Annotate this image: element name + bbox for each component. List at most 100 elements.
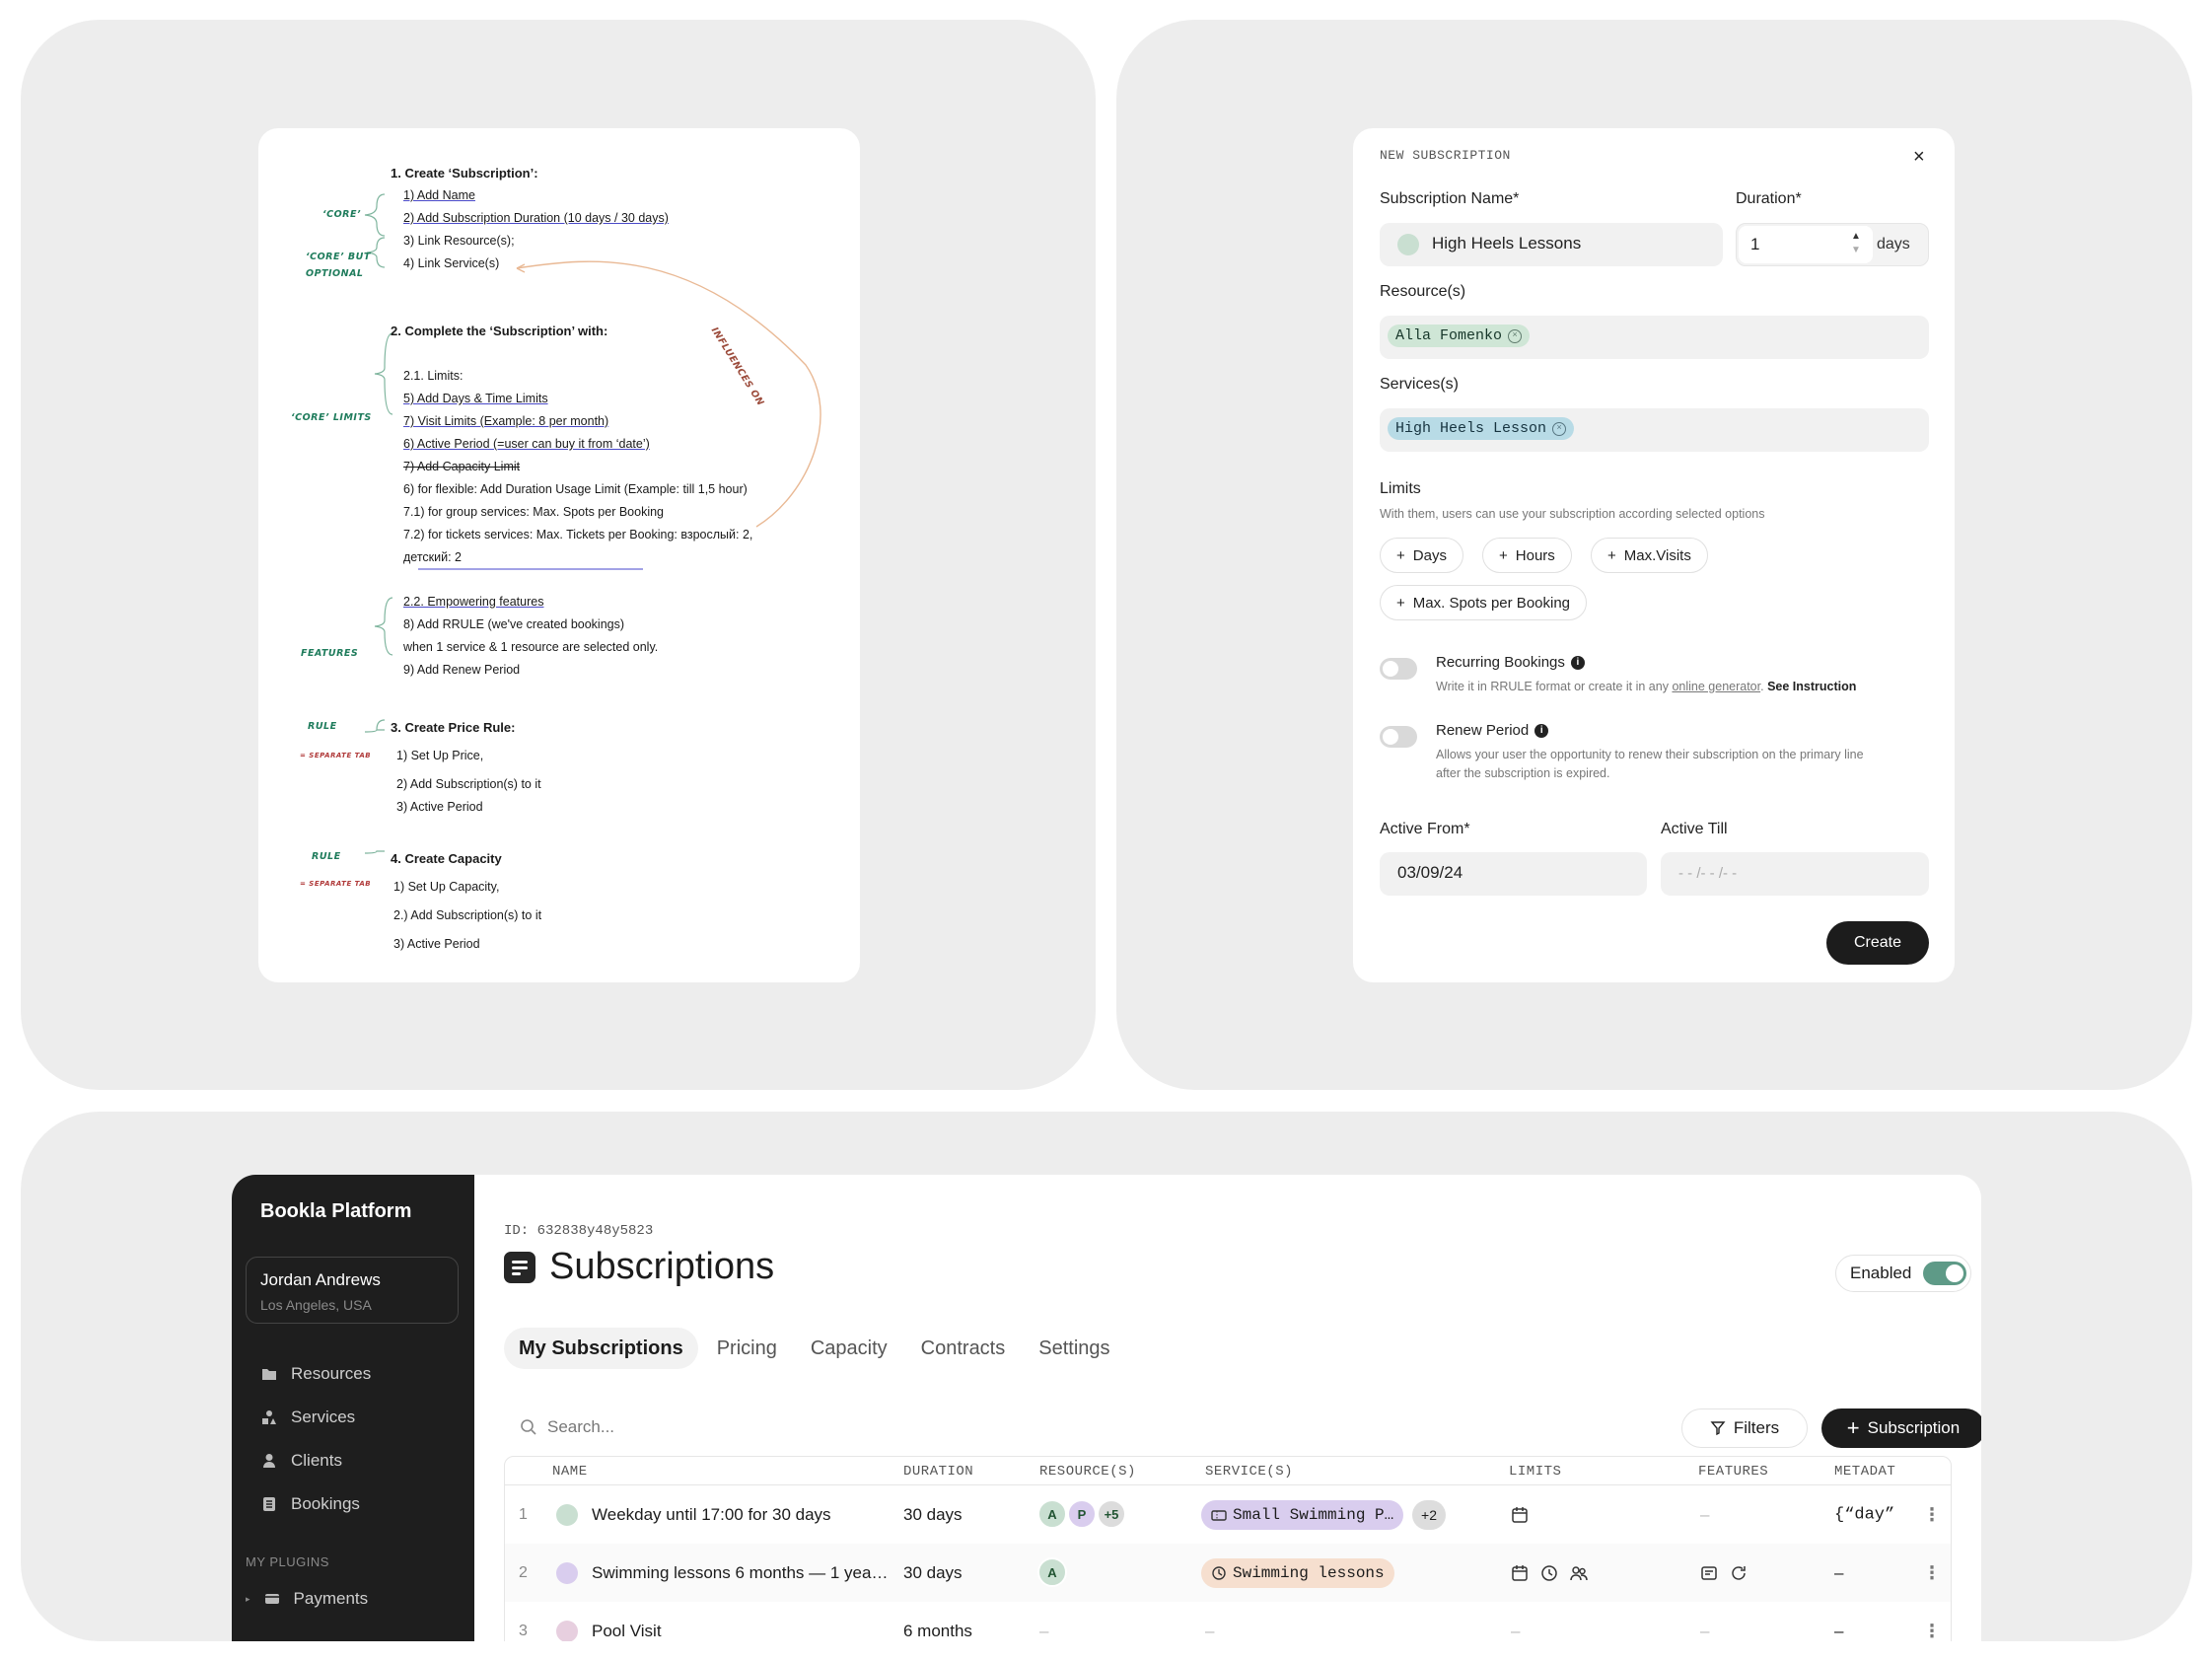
active-till-label: Active Till	[1661, 821, 1728, 837]
add-subscription-button[interactable]: + Subscription	[1821, 1408, 1981, 1448]
avatar[interactable]: A	[1037, 1499, 1067, 1529]
filters-button[interactable]: Filters	[1681, 1408, 1808, 1448]
sidebar-item-bookings[interactable]: Bookings	[261, 1494, 360, 1514]
active-till-input[interactable]: - - /- - /- -	[1661, 852, 1929, 896]
note-core: ‘core’	[322, 209, 362, 220]
service-chip[interactable]: Swimming lessons	[1201, 1557, 1394, 1588]
sidebar-item-payments[interactable]: ▸ Payments	[246, 1589, 369, 1608]
table-row[interactable]: 1 Weekday until 17:00 for 30 days 30 day…	[505, 1485, 1951, 1544]
column-header[interactable]: METADAT	[1834, 1464, 1896, 1480]
services-input[interactable]: High Heels Lesson ×	[1380, 408, 1929, 452]
avatar[interactable]: A	[1037, 1557, 1067, 1587]
column-header[interactable]: SERVICE(S)	[1205, 1464, 1294, 1480]
sidebar-item-clients[interactable]: Clients	[261, 1451, 342, 1471]
more-vertical-icon[interactable]: ⋮	[1923, 1504, 1941, 1524]
subscription-name-input[interactable]: High Heels Lessons	[1380, 223, 1723, 266]
plus-icon: +	[1607, 546, 1616, 564]
duration-label: Duration*	[1736, 190, 1802, 207]
remove-icon[interactable]: ×	[1508, 328, 1523, 343]
subscription-name-label: Subscription Name*	[1380, 190, 1520, 207]
close-icon[interactable]: ×	[1913, 146, 1925, 168]
renew-period-label: Renew Period i	[1436, 722, 1549, 739]
enabled-toggle[interactable]: Enabled	[1835, 1255, 1971, 1292]
remove-icon[interactable]: ×	[1552, 421, 1567, 436]
column-header[interactable]: DURATION	[903, 1464, 974, 1480]
service-chip[interactable]: High Heels Lesson ×	[1388, 417, 1575, 440]
tab-capacity[interactable]: Capacity	[810, 1336, 888, 1359]
features-empty: –	[1700, 1621, 1710, 1640]
resource-chip[interactable]: Alla Fomenko ×	[1388, 325, 1531, 347]
note-separate-tab: = separate tab	[300, 880, 372, 888]
doc-line: 7) Visit Limits (Example: 8 per month)	[403, 414, 609, 428]
subscription-id: ID: 632838y48y5823	[504, 1223, 654, 1239]
info-icon[interactable]: i	[1570, 655, 1585, 670]
add-max-spots-button[interactable]: + Max. Spots per Booking	[1380, 585, 1588, 620]
add-hours-limit-button[interactable]: + Hours	[1482, 538, 1572, 573]
plus-icon: +	[1396, 546, 1405, 564]
duration-stepper[interactable]: 1 ▲ ▼ days	[1736, 223, 1929, 266]
column-header[interactable]: NAME	[552, 1464, 588, 1480]
new-subscription-modal: NEW SUBSCRIPTION × Subscription Name* Hi…	[1353, 128, 1955, 982]
doc-line: 6) Active Period (=user can buy it from …	[403, 437, 650, 451]
services-label: Services(s)	[1380, 376, 1460, 393]
note-core-optional: optional	[306, 268, 364, 279]
see-instruction-link[interactable]: See Instruction	[1767, 680, 1857, 693]
plugins-heading: MY PLUGINS	[246, 1554, 329, 1569]
tab-my-subscriptions[interactable]: My Subscriptions	[504, 1328, 698, 1369]
modal-panel: NEW SUBSCRIPTION × Subscription Name* Hi…	[1116, 20, 2192, 1090]
toggle-switch[interactable]	[1923, 1262, 1967, 1285]
color-dot	[556, 1561, 578, 1584]
tab-settings[interactable]: Settings	[1038, 1336, 1110, 1359]
more-services-badge[interactable]: +2	[1412, 1499, 1446, 1530]
ticket-icon	[1211, 1509, 1227, 1521]
renew-period-toggle[interactable]	[1380, 726, 1417, 748]
avatar[interactable]: P	[1067, 1499, 1097, 1529]
stepper-arrows-icon[interactable]: ▲ ▼	[1851, 231, 1861, 255]
users-icon	[1570, 1565, 1588, 1580]
online-generator-link[interactable]: online generator	[1672, 680, 1761, 693]
active-from-value: 03/09/24	[1397, 863, 1463, 882]
more-vertical-icon[interactable]: ⋮	[1923, 1562, 1941, 1582]
row-duration: 30 days	[903, 1562, 963, 1582]
doc-line: 1. Create ‘Subscription’:	[391, 166, 538, 181]
tab-contracts[interactable]: Contracts	[920, 1336, 1006, 1359]
doc-line: 8) Add RRULE (we've created bookings)	[403, 617, 625, 631]
active-from-label: Active From*	[1380, 821, 1470, 837]
info-icon[interactable]: i	[1534, 723, 1549, 738]
service-chip[interactable]: Small Swimming P…	[1201, 1499, 1404, 1530]
resources-empty: –	[1039, 1621, 1049, 1640]
table-row[interactable]: 2 Swimming lessons 6 months — 1 yea… 30 …	[505, 1544, 1951, 1602]
note-rule: rule	[308, 721, 337, 732]
rrule-icon	[1701, 1565, 1717, 1580]
spec-panel: 1. Create ‘Subscription’: 1) Add Name 2)…	[21, 20, 1096, 1090]
user-card[interactable]: Jordan Andrews Los Angeles, USA	[246, 1257, 459, 1324]
color-dot	[1397, 234, 1419, 255]
renew-icon	[1732, 1565, 1746, 1580]
tab-pricing[interactable]: Pricing	[716, 1336, 777, 1359]
column-header[interactable]: LIMITS	[1509, 1464, 1562, 1480]
resources-input[interactable]: Alla Fomenko ×	[1380, 316, 1929, 359]
active-from-input[interactable]: 03/09/24	[1380, 852, 1647, 896]
duration-unit: days	[1877, 236, 1910, 253]
add-days-limit-button[interactable]: + Days	[1380, 538, 1463, 573]
app-window: Bookla Platform Jordan Andrews Los Angel…	[232, 1175, 1981, 1641]
more-vertical-icon[interactable]: ⋮	[1923, 1621, 1941, 1640]
sidebar-item-services[interactable]: Services	[261, 1408, 355, 1427]
subscriptions-table: NAME DURATION RESOURCE(S) SERVICE(S) LIM…	[504, 1456, 1952, 1641]
doc-line: 1) Set Up Capacity,	[393, 880, 500, 894]
add-max-visits-button[interactable]: + Max.Visits	[1591, 538, 1708, 573]
renew-period-description: Allows your user the opportunity to rene…	[1436, 748, 1864, 780]
column-header[interactable]: RESOURCE(S)	[1039, 1464, 1136, 1480]
create-button[interactable]: Create	[1826, 921, 1929, 965]
sidebar-item-resources[interactable]: Resources	[261, 1364, 371, 1384]
doc-line: 3) Link Resource(s);	[403, 234, 515, 248]
table-row[interactable]: 3 Pool Visit 6 months – – – – – ⋮	[519, 1620, 1941, 1641]
search-input[interactable]: Search...	[504, 1408, 1096, 1446]
note-separate-tab: = separate tab	[300, 752, 372, 759]
modal-title: NEW SUBSCRIPTION	[1380, 148, 1511, 163]
row-name: Swimming lessons 6 months — 1 yea…	[592, 1562, 889, 1582]
avatar-more[interactable]: +5	[1097, 1499, 1126, 1529]
recurring-bookings-toggle[interactable]	[1380, 658, 1417, 680]
row-duration: 30 days	[903, 1504, 963, 1524]
column-header[interactable]: FEATURES	[1698, 1464, 1769, 1480]
